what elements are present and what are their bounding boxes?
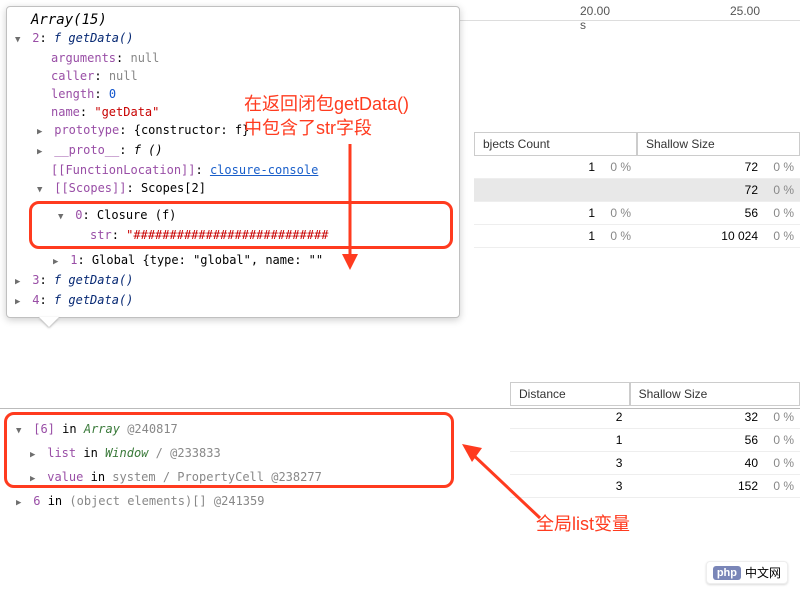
annotation-line: 在返回闭包getData()	[244, 92, 409, 116]
chevron-down-icon[interactable]	[37, 179, 47, 199]
entry-4[interactable]: 4: f getData()	[7, 291, 459, 311]
retainers-highlight-box	[4, 412, 454, 488]
watermark-text: 中文网	[745, 564, 781, 581]
chevron-down-icon[interactable]	[15, 29, 25, 49]
objects-table: bjects Count Shallow Size 10 %720 %720 %…	[474, 132, 800, 248]
table-row[interactable]: 10 %560 %	[474, 202, 800, 225]
prop-arguments: arguments: null	[7, 49, 459, 67]
prop-caller: caller: null	[7, 67, 459, 85]
annotation-global-list: 全局list变量	[536, 512, 630, 536]
annotation-closure: 在返回闭包getData() 中包含了str字段	[244, 92, 409, 140]
chevron-right-icon[interactable]	[15, 271, 25, 291]
table-row[interactable]: 10 %720 %	[474, 156, 800, 179]
tooltip-header: Array(15)	[7, 11, 459, 29]
chevron-right-icon[interactable]	[15, 291, 25, 311]
arrow-icon	[300, 140, 400, 280]
time-mark-1: 20.00 s	[580, 4, 610, 32]
th-distance[interactable]: Distance	[510, 382, 630, 406]
th-shallow-size-2[interactable]: Shallow Size	[630, 382, 800, 406]
table-row[interactable]: 10 %10 0240 %	[474, 225, 800, 248]
th-shallow-size[interactable]: Shallow Size	[637, 132, 800, 156]
table-row[interactable]: 2320 %	[510, 406, 800, 429]
divider	[0, 408, 800, 409]
php-logo-icon: php	[713, 566, 741, 580]
retainer-row[interactable]: 6 in (object elements)[] @241359	[8, 490, 508, 514]
table-row[interactable]: 720 %	[474, 179, 800, 202]
watermark: php 中文网	[706, 561, 788, 584]
th-objects-count[interactable]: bjects Count	[474, 132, 637, 156]
annotation-line: 中包含了str字段	[244, 116, 409, 140]
time-mark-2: 25.00	[730, 4, 760, 18]
chevron-right-icon[interactable]	[53, 251, 63, 271]
entry-2[interactable]: 2: f getData()	[7, 29, 459, 49]
chevron-right-icon[interactable]	[37, 141, 47, 161]
chevron-right-icon[interactable]	[16, 490, 26, 514]
tooltip-pointer-icon	[39, 317, 59, 327]
chevron-right-icon[interactable]	[37, 121, 47, 141]
chevron-down-icon[interactable]	[58, 206, 68, 226]
